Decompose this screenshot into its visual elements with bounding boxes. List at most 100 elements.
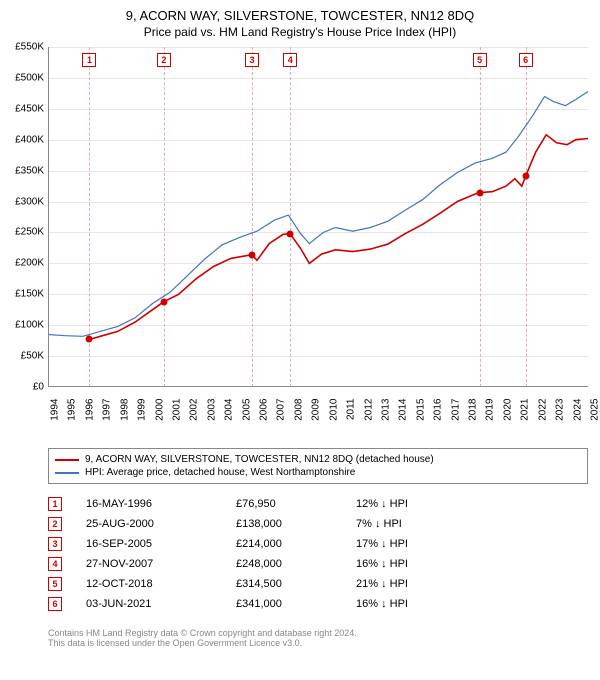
x-tick-label: 2013: [380, 397, 391, 447]
row-index-badge: 2: [48, 517, 62, 531]
x-tick-label: 2014: [398, 397, 409, 447]
row-price: £76,950: [236, 498, 356, 510]
x-tick-label: 2024: [572, 397, 583, 447]
footer-line-1: Contains HM Land Registry data © Crown c…: [48, 628, 588, 638]
legend-item: 9, ACORN WAY, SILVERSTONE, TOWCESTER, NN…: [55, 453, 581, 466]
x-tick-label: 2023: [555, 397, 566, 447]
y-tick-label: £500K: [0, 72, 44, 83]
x-tick-label: 2022: [537, 397, 548, 447]
sale-marker-badge: 5: [473, 53, 487, 67]
x-tick-label: 2000: [154, 397, 165, 447]
row-diff: 17% ↓ HPI: [356, 538, 476, 550]
row-price: £138,000: [236, 518, 356, 530]
y-tick-label: £150K: [0, 289, 44, 300]
row-diff: 16% ↓ HPI: [356, 558, 476, 570]
row-date: 03-JUN-2021: [86, 598, 236, 610]
row-price: £248,000: [236, 558, 356, 570]
row-date: 16-SEP-2005: [86, 538, 236, 550]
sale-marker-badge: 6: [519, 53, 533, 67]
sale-marker-badge: 1: [82, 53, 96, 67]
x-tick-label: 2003: [206, 397, 217, 447]
sale-marker-badge: 4: [283, 53, 297, 67]
y-tick-label: £50K: [0, 351, 44, 362]
table-row: 1 16-MAY-1996£76,95012% ↓ HPI: [48, 494, 588, 514]
y-tick-label: £350K: [0, 165, 44, 176]
y-tick-label: £0: [0, 382, 44, 393]
row-date: 27-NOV-2007: [86, 558, 236, 570]
y-tick-label: £100K: [0, 320, 44, 331]
chart-subtitle: Price paid vs. HM Land Registry's House …: [0, 23, 600, 43]
row-price: £314,500: [236, 578, 356, 590]
x-tick-label: 1995: [67, 397, 78, 447]
x-tick-label: 2025: [590, 397, 600, 447]
x-tick-label: 1998: [119, 397, 130, 447]
row-index-badge: 5: [48, 577, 62, 591]
x-tick-label: 2007: [276, 397, 287, 447]
sale-marker-badge: 3: [245, 53, 259, 67]
x-tick-label: 2011: [346, 397, 357, 447]
row-diff: 21% ↓ HPI: [356, 578, 476, 590]
x-tick-label: 1997: [102, 397, 113, 447]
sales-table: 1 16-MAY-1996£76,95012% ↓ HPI 2 25-AUG-2000…: [48, 494, 588, 614]
x-tick-label: 1996: [84, 397, 95, 447]
row-price: £341,000: [236, 598, 356, 610]
chart-title: 9, ACORN WAY, SILVERSTONE, TOWCESTER, NN…: [0, 0, 600, 23]
x-tick-label: 2002: [189, 397, 200, 447]
plot-area: [48, 47, 588, 387]
x-tick-label: 2019: [485, 397, 496, 447]
row-date: 16-MAY-1996: [86, 498, 236, 510]
row-diff: 7% ↓ HPI: [356, 518, 476, 530]
row-index-badge: 1: [48, 497, 62, 511]
x-tick-label: 2015: [415, 397, 426, 447]
x-tick-label: 2005: [241, 397, 252, 447]
chart-zone: 1 2 3 4 5 6 £0 £50K £100K £150K £200K £250K £300K £3…: [0, 43, 600, 443]
row-diff: 16% ↓ HPI: [356, 598, 476, 610]
x-tick-label: 2010: [328, 397, 339, 447]
legend-swatch: [55, 472, 79, 474]
table-row: 5 12-OCT-2018£314,50021% ↓ HPI: [48, 574, 588, 594]
footer-line-2: This data is licensed under the Open Gov…: [48, 638, 588, 648]
legend-label: 9, ACORN WAY, SILVERSTONE, TOWCESTER, NN…: [85, 454, 434, 465]
x-tick-label: 2021: [520, 397, 531, 447]
row-date: 12-OCT-2018: [86, 578, 236, 590]
legend-label: HPI: Average price, detached house, West…: [85, 467, 355, 478]
legend-item: HPI: Average price, detached house, West…: [55, 466, 581, 479]
sale-point: [522, 173, 529, 180]
x-tick-label: 2017: [450, 397, 461, 447]
y-tick-label: £200K: [0, 258, 44, 269]
x-tick-label: 1999: [137, 397, 148, 447]
y-tick-label: £250K: [0, 227, 44, 238]
table-row: 2 25-AUG-2000£138,0007% ↓ HPI: [48, 514, 588, 534]
row-index-badge: 4: [48, 557, 62, 571]
y-tick-label: £300K: [0, 196, 44, 207]
legend: 9, ACORN WAY, SILVERSTONE, TOWCESTER, NN…: [48, 448, 588, 484]
sale-point: [476, 189, 483, 196]
x-tick-label: 2018: [468, 397, 479, 447]
table-row: 316-SEP-2005£214,00017% ↓ HPI: [48, 534, 588, 554]
x-tick-label: 2004: [224, 397, 235, 447]
sale-point: [248, 251, 255, 258]
x-tick-label: 2020: [502, 397, 513, 447]
y-tick-label: £550K: [0, 42, 44, 53]
x-tick-label: 2016: [433, 397, 444, 447]
sale-point: [287, 230, 294, 237]
legend-swatch: [55, 459, 79, 461]
sale-marker-badge: 2: [157, 53, 171, 67]
x-tick-label: 1994: [50, 397, 61, 447]
row-date: 25-AUG-2000: [86, 518, 236, 530]
x-tick-label: 2012: [363, 397, 374, 447]
x-tick-label: 2009: [311, 397, 322, 447]
sale-point: [160, 298, 167, 305]
row-index-badge: 6: [48, 597, 62, 611]
x-tick-label: 2008: [293, 397, 304, 447]
x-tick-label: 2001: [171, 397, 182, 447]
sale-point: [86, 336, 93, 343]
x-tick-label: 2006: [259, 397, 270, 447]
row-diff: 12% ↓ HPI: [356, 498, 476, 510]
chart-container: 9, ACORN WAY, SILVERSTONE, TOWCESTER, NN…: [0, 0, 600, 680]
table-row: 6 03-JUN-2021£341,00016% ↓ HPI: [48, 594, 588, 614]
table-row: 4 27-NOV-2007£248,00016% ↓ HPI: [48, 554, 588, 574]
y-tick-label: £400K: [0, 134, 44, 145]
row-index-badge: 3: [48, 537, 62, 551]
y-tick-label: £450K: [0, 103, 44, 114]
